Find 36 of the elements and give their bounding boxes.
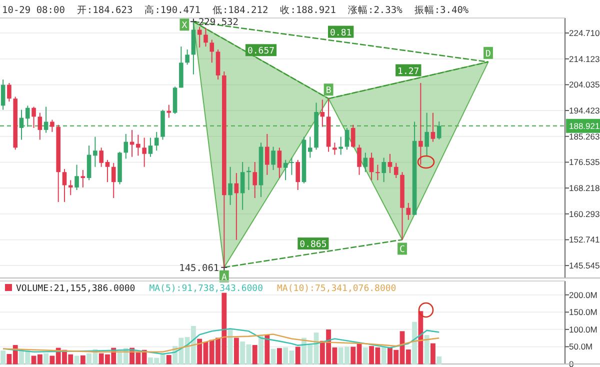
y-tick-label: 185.263 bbox=[569, 131, 600, 142]
text: 开:184.623 bbox=[76, 5, 133, 16]
series-label: 0.81 bbox=[330, 28, 352, 38]
text: MA(10):75,341,076.8000 bbox=[277, 284, 396, 294]
y-tick-label: 168.218 bbox=[569, 183, 600, 194]
text: 振幅:3.40% bbox=[414, 4, 469, 16]
y-tick-label: 152.741 bbox=[569, 234, 600, 245]
series-label: 1.27 bbox=[398, 66, 420, 77]
data-label: X bbox=[182, 21, 188, 32]
text: 低:184.212 bbox=[212, 5, 268, 16]
text: 收:188.921 bbox=[280, 5, 336, 16]
y-tick-label: 50.0M bbox=[569, 342, 593, 352]
ref-line-label: 188.921 bbox=[569, 120, 600, 131]
text: 高:190.471 bbox=[144, 4, 201, 16]
text: 10-29 08:00 bbox=[2, 5, 66, 16]
y-tick-label: 224.710 bbox=[569, 28, 600, 38]
y-tick-label: 160.293 bbox=[569, 208, 600, 219]
data-label: D bbox=[486, 49, 491, 60]
y-tick-label: 194.423 bbox=[569, 106, 600, 116]
series-label: 0.865 bbox=[300, 240, 327, 250]
y-tick-label: 100.0M bbox=[569, 324, 598, 334]
data-label: 145.061 bbox=[179, 262, 220, 274]
text: MA(5):91,738,343.6000 bbox=[149, 284, 264, 294]
y-tick-label: 204.035 bbox=[569, 80, 600, 90]
data-label: C bbox=[400, 245, 405, 256]
y-tick-label: 145.545 bbox=[569, 260, 600, 271]
legend-label: VOLUME:21,155,386.0000 bbox=[16, 284, 136, 294]
y-tick-label: 150.0M bbox=[569, 307, 598, 318]
data-label: A bbox=[221, 272, 228, 283]
data-label: 229.532 bbox=[198, 17, 238, 28]
y-tick-label: 200.0M bbox=[569, 290, 598, 300]
text: 涨幅:2.33% bbox=[348, 4, 403, 16]
y-tick-label: 214.123 bbox=[569, 54, 600, 64]
data-label: B bbox=[326, 86, 332, 96]
y-tick-label: 176.535 bbox=[569, 157, 600, 168]
series-label: 0.657 bbox=[247, 46, 275, 57]
